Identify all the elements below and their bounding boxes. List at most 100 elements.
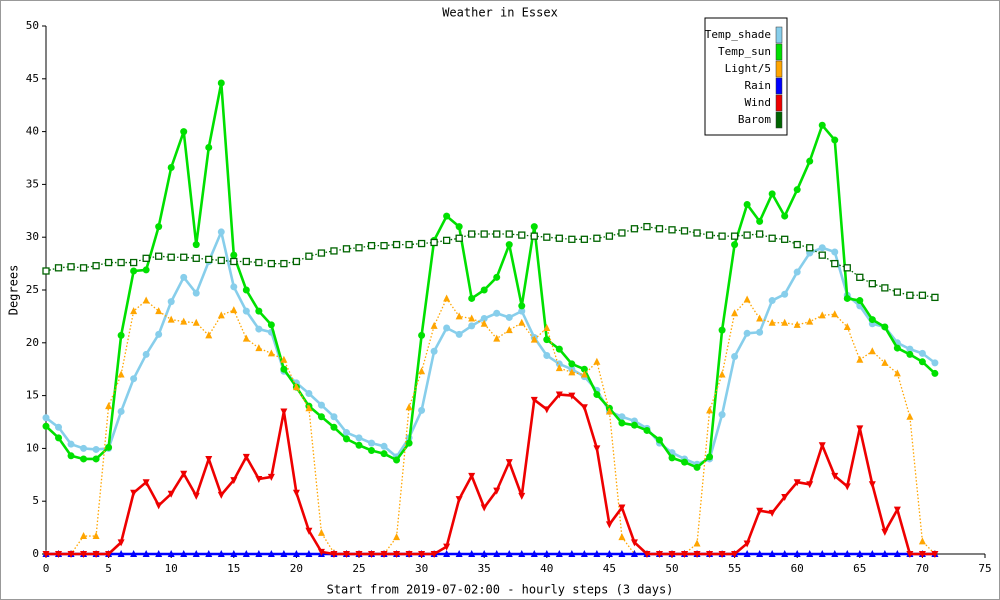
data-point: [881, 528, 889, 536]
data-point: [330, 247, 338, 255]
data-point: [530, 232, 538, 240]
data-point: [380, 442, 388, 450]
data-point: [756, 328, 764, 336]
data-point: [856, 425, 864, 433]
data-point: [130, 489, 138, 497]
data-point: [317, 548, 325, 556]
data-point: [292, 489, 300, 497]
data-point: [180, 470, 188, 478]
data-point: [831, 248, 839, 256]
data-point: [618, 504, 626, 512]
data-point: [217, 256, 225, 265]
data-point: [242, 307, 250, 315]
data-point: [530, 550, 538, 557]
data-point: [643, 551, 651, 558]
data-point: [405, 439, 413, 447]
data-point: [831, 259, 839, 268]
data-point: [67, 440, 75, 448]
data-point: [330, 423, 338, 431]
data-point: [80, 444, 88, 452]
data-point: [280, 365, 288, 373]
x-tick-label: 75: [978, 562, 991, 575]
data-point: [117, 370, 125, 378]
data-point: [505, 313, 513, 321]
data-point: [580, 404, 588, 412]
data-point: [42, 422, 50, 430]
data-point: [693, 229, 701, 237]
data-point: [893, 369, 901, 377]
data-point: [468, 294, 476, 302]
legend-label: Rain: [745, 79, 772, 92]
data-point: [280, 355, 288, 363]
data-point: [593, 357, 601, 365]
data-point: [480, 319, 488, 327]
data-point: [831, 136, 839, 144]
data-point: [468, 322, 476, 330]
data-point: [355, 551, 363, 558]
data-point: [393, 456, 401, 464]
data-point: [605, 232, 614, 240]
data-point: [342, 551, 350, 558]
data-point: [242, 257, 250, 266]
data-point: [355, 441, 363, 449]
data-point: [180, 550, 188, 557]
data-point: [317, 528, 325, 536]
data-point: [818, 550, 826, 557]
data-point: [217, 550, 225, 557]
data-point: [55, 434, 63, 442]
data-point: [718, 551, 726, 558]
data-point: [731, 241, 739, 249]
data-point: [380, 551, 388, 558]
data-point: [92, 445, 100, 453]
data-point: [417, 239, 426, 248]
data-point: [718, 411, 726, 419]
data-point: [55, 423, 63, 431]
data-point: [605, 407, 613, 415]
data-point: [342, 245, 351, 253]
data-point: [818, 311, 826, 319]
series-line: [45, 81, 936, 469]
data-point: [781, 212, 789, 220]
data-point: [430, 551, 438, 558]
data-point: [931, 293, 939, 302]
data-point: [505, 230, 513, 238]
data-point: [555, 234, 563, 242]
data-point: [405, 403, 413, 411]
data-point: [392, 240, 401, 249]
data-point: [555, 364, 563, 372]
data-point: [618, 533, 626, 541]
data-point: [856, 355, 864, 363]
data-point: [756, 217, 764, 225]
data-point: [129, 258, 138, 267]
data-point: [931, 551, 939, 558]
data-point: [881, 284, 889, 292]
data-point: [593, 550, 601, 557]
data-point: [618, 413, 626, 421]
data-point: [630, 421, 638, 429]
data-point: [92, 455, 100, 463]
x-axis-label: Start from 2019-07-02:00 - hourly steps …: [327, 583, 674, 597]
x-tick-label: 50: [665, 562, 678, 575]
data-point: [568, 360, 576, 368]
data-point: [893, 550, 901, 557]
data-point: [92, 262, 100, 270]
data-point: [393, 551, 401, 558]
data-point: [881, 323, 889, 331]
data-point: [781, 550, 789, 557]
data-point: [743, 200, 751, 208]
chart-title: Weather in Essex: [442, 6, 558, 20]
data-point: [292, 550, 300, 557]
data-point: [67, 551, 75, 558]
data-point: [568, 368, 576, 376]
data-point: [230, 251, 238, 259]
data-point: [743, 540, 751, 548]
data-point: [480, 286, 488, 294]
data-point: [681, 458, 689, 466]
data-point: [205, 143, 213, 151]
data-point: [330, 413, 338, 421]
data-point: [205, 255, 213, 264]
data-point: [630, 225, 639, 233]
data-point: [543, 550, 551, 557]
data-point: [756, 314, 764, 322]
data-point: [180, 253, 188, 261]
